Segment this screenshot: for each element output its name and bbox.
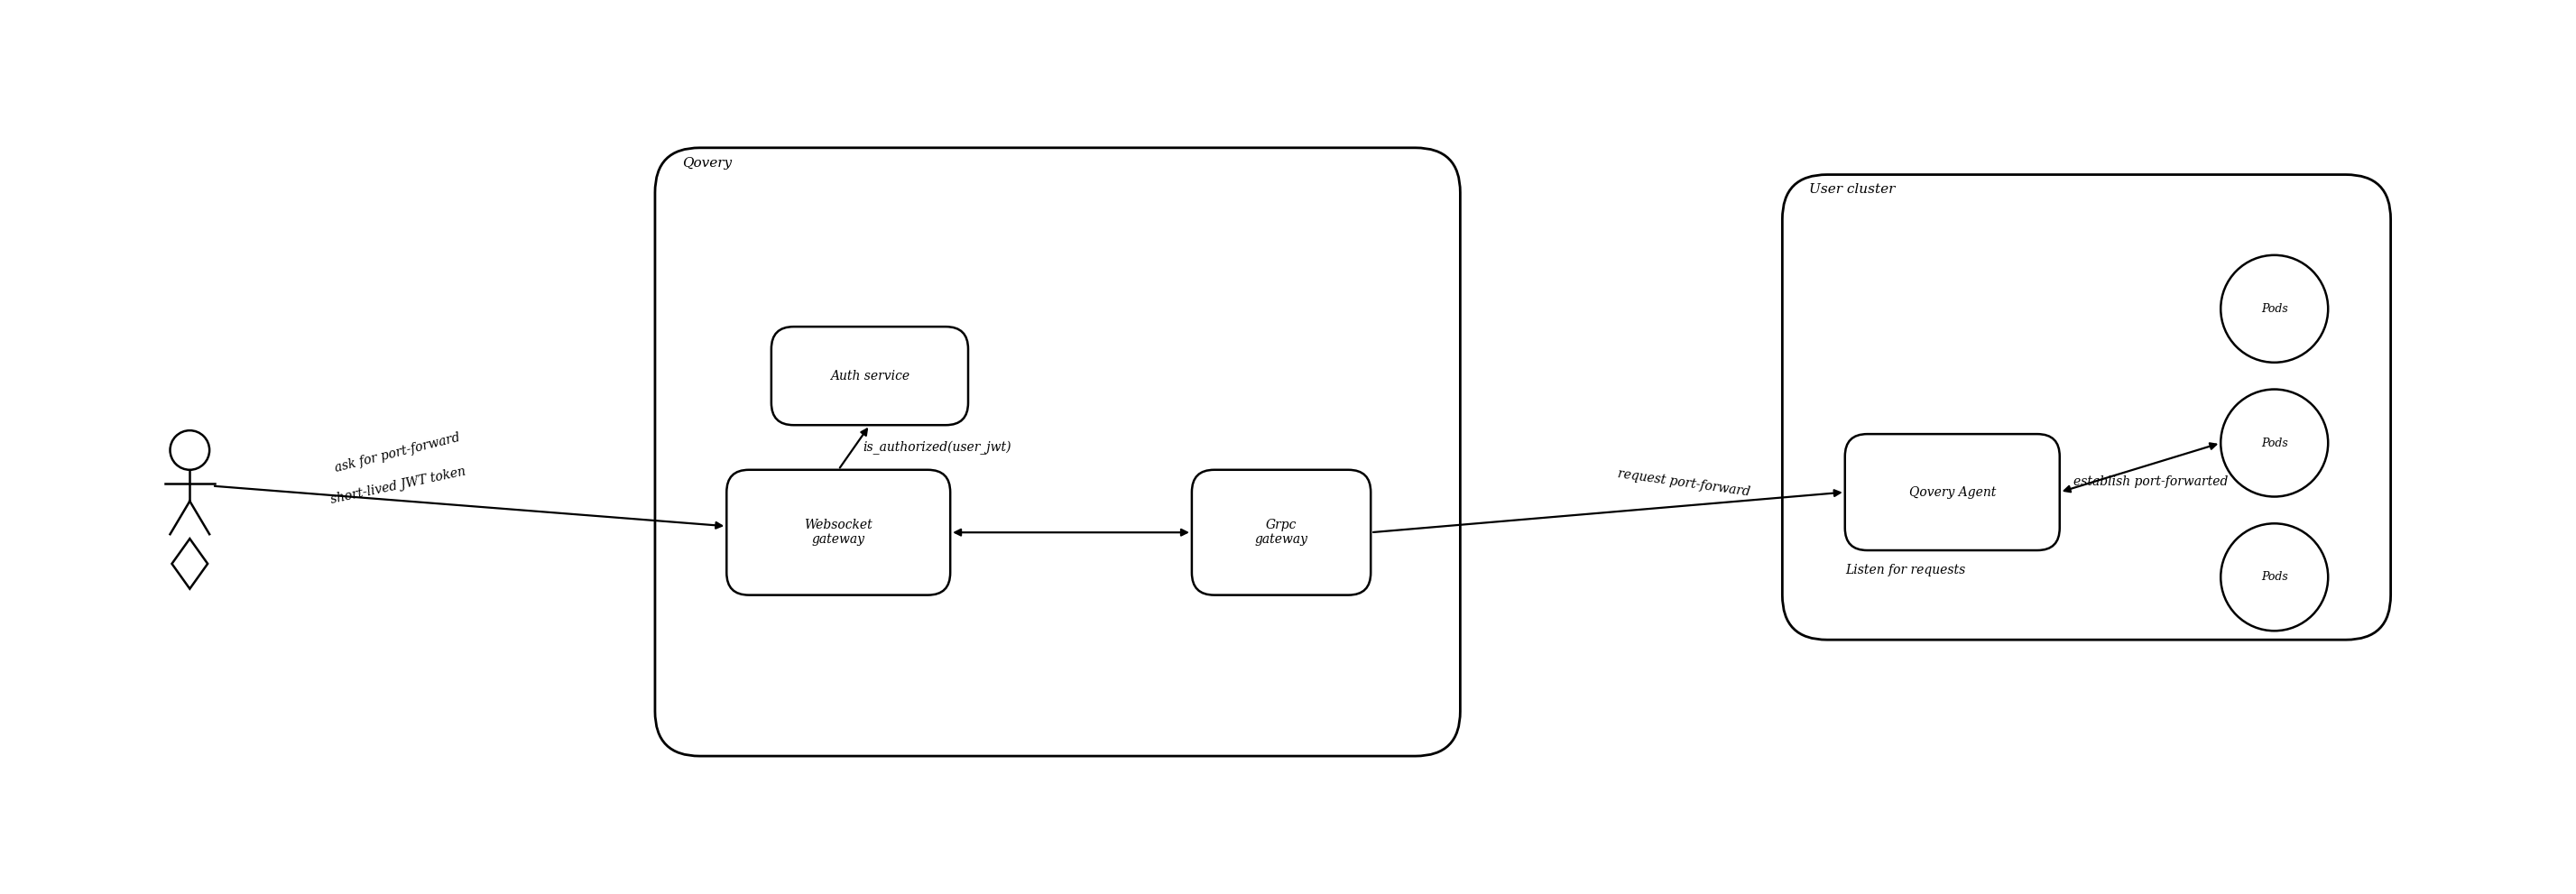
Circle shape xyxy=(2221,524,2329,631)
Text: Listen for requests: Listen for requests xyxy=(1844,564,1965,577)
Circle shape xyxy=(2221,255,2329,362)
Text: Grpc
gateway: Grpc gateway xyxy=(1255,519,1309,546)
Text: Auth service: Auth service xyxy=(829,369,909,383)
Text: is_authorized(user_jwt): is_authorized(user_jwt) xyxy=(863,441,1012,454)
Text: request port-forward: request port-forward xyxy=(1618,468,1752,499)
Circle shape xyxy=(2221,389,2329,497)
FancyBboxPatch shape xyxy=(654,148,1461,756)
FancyBboxPatch shape xyxy=(1783,174,2391,640)
Text: establish port-forwarted: establish port-forwarted xyxy=(2074,475,2228,488)
FancyBboxPatch shape xyxy=(726,470,951,595)
Text: short-lived JWT token: short-lived JWT token xyxy=(330,465,466,506)
Text: Pods: Pods xyxy=(2262,571,2287,583)
Text: Qovery: Qovery xyxy=(683,156,732,169)
Text: Pods: Pods xyxy=(2262,303,2287,315)
Text: Websocket
gateway: Websocket gateway xyxy=(804,519,873,546)
Text: Qovery Agent: Qovery Agent xyxy=(1909,485,1996,499)
Circle shape xyxy=(170,430,209,470)
Text: ask for port-forward: ask for port-forward xyxy=(335,431,461,475)
Text: Pods: Pods xyxy=(2262,437,2287,449)
FancyBboxPatch shape xyxy=(1193,470,1370,595)
FancyBboxPatch shape xyxy=(770,326,969,425)
Polygon shape xyxy=(173,539,209,589)
FancyBboxPatch shape xyxy=(1844,434,2061,551)
Text: User cluster: User cluster xyxy=(1808,183,1896,196)
